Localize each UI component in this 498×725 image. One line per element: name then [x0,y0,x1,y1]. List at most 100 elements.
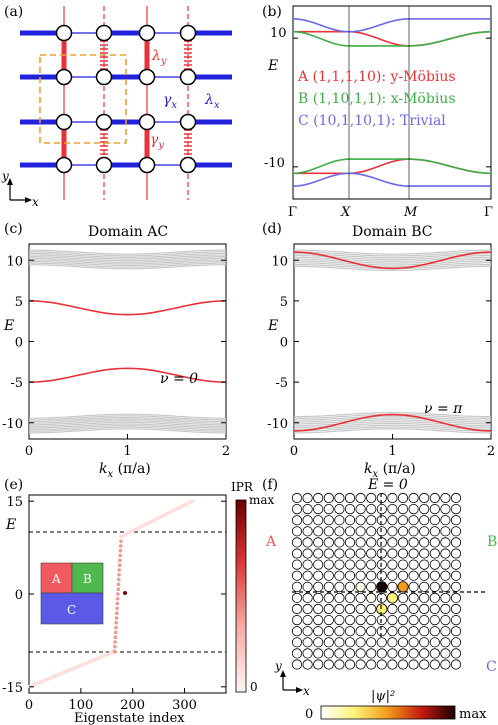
site-amplitude [376,515,387,526]
site-amplitude [344,626,356,637]
site-amplitude [387,503,398,515]
ytick-10: 10 [270,26,287,41]
site-amplitude [408,548,419,559]
eigenstate-point [117,577,121,582]
site-amplitude [419,548,430,559]
eigenstate-point [117,573,121,577]
ytick-label: -10 [2,417,23,432]
axis-x-label: x [32,195,39,209]
site-amplitude [302,537,313,548]
site-amplitude [387,581,398,592]
site-amplitude [323,492,334,504]
ipr-colorbar-max: max [249,493,275,507]
site-amplitude [450,592,462,604]
site-amplitude [397,570,409,581]
site-amplitude [450,570,462,581]
site-amplitude [291,526,303,537]
site-amplitude [344,659,356,670]
site-amplitude [376,559,387,570]
site-amplitude [408,637,419,648]
panel-b: (b) E A (1,1,1,10): y-Möbius B (1,10,1,1… [262,4,493,220]
site-amplitude [355,559,366,570]
panel-f-label: (f) [262,477,278,493]
site-amplitude [397,659,409,670]
site-amplitude [355,548,366,559]
bulk-band [294,424,491,430]
site-amplitude [366,626,377,637]
bulk-band [28,252,227,258]
site-amplitude [366,548,377,559]
site-amplitude [419,581,430,592]
lattice-site [179,156,197,174]
site-amplitude [344,559,356,570]
site-amplitude [323,526,334,537]
bulk-band [29,416,226,423]
site-amplitude [366,637,377,648]
site-amplitude [366,492,377,504]
site-amplitude [334,603,345,615]
ytick-label: 5 [15,295,23,310]
site-amplitude [355,581,366,592]
bulk-band [293,265,492,271]
site-amplitude [291,515,303,526]
site-amplitude [313,648,324,659]
site-amplitude [419,537,430,548]
psi-colorbar [320,705,456,720]
gamma-y-label: γy [150,132,164,151]
eigenstate-point [115,611,119,615]
site-amplitude [408,648,419,659]
site-amplitude [344,515,356,526]
site-amplitude [440,515,451,526]
site-amplitude [291,492,303,504]
xtick-label: 200 [120,698,145,713]
site-amplitude [387,614,398,626]
site-amplitude [397,548,409,559]
site-amplitude [408,659,419,670]
site-amplitude [344,503,356,515]
site-amplitude [408,526,419,537]
site-amplitude [440,603,451,615]
bulk-band [29,420,226,426]
lattice-site [95,24,113,42]
site-amplitude [344,603,356,615]
site-amplitude [344,537,356,548]
site-amplitude [323,537,334,548]
ipr-colorbar-title: IPR [231,480,254,494]
site-amplitude [334,548,345,559]
site-amplitude [334,559,345,570]
site-amplitude [440,570,451,581]
site-amplitude [450,559,462,570]
site-amplitude [291,503,303,515]
site-amplitude [291,548,303,559]
site-amplitude [366,659,377,670]
site-amplitude [291,648,303,659]
site-amplitude [313,659,324,670]
site-amplitude [429,570,440,581]
site-amplitude [429,548,440,559]
ytick-label: -15 [2,681,23,696]
site-amplitude [397,503,409,515]
bulk-band [293,260,492,266]
site-amplitude [440,614,451,626]
site-amplitude [334,637,345,648]
site-amplitude [313,592,324,604]
xtick-label: 0 [290,444,298,459]
edge-state-upper [293,251,492,270]
site-amplitude [408,559,419,570]
site-amplitude [387,526,398,537]
panel-b-ticks [293,6,491,199]
site-amplitude [429,592,440,604]
site-amplitude [376,526,387,537]
site-amplitude [344,637,356,648]
bulk-band [29,256,226,262]
ytick-label: 0 [15,588,23,603]
panel-c-xlabel: kx (π/a) [99,461,151,480]
site-amplitude [387,637,398,648]
site-amplitude [419,648,430,659]
site-amplitude [302,515,313,526]
xtick-label: 2 [487,444,495,459]
panel-d-title: Domain BC [352,224,432,240]
site-amplitude [355,526,366,537]
eigenstate-point [117,568,122,572]
